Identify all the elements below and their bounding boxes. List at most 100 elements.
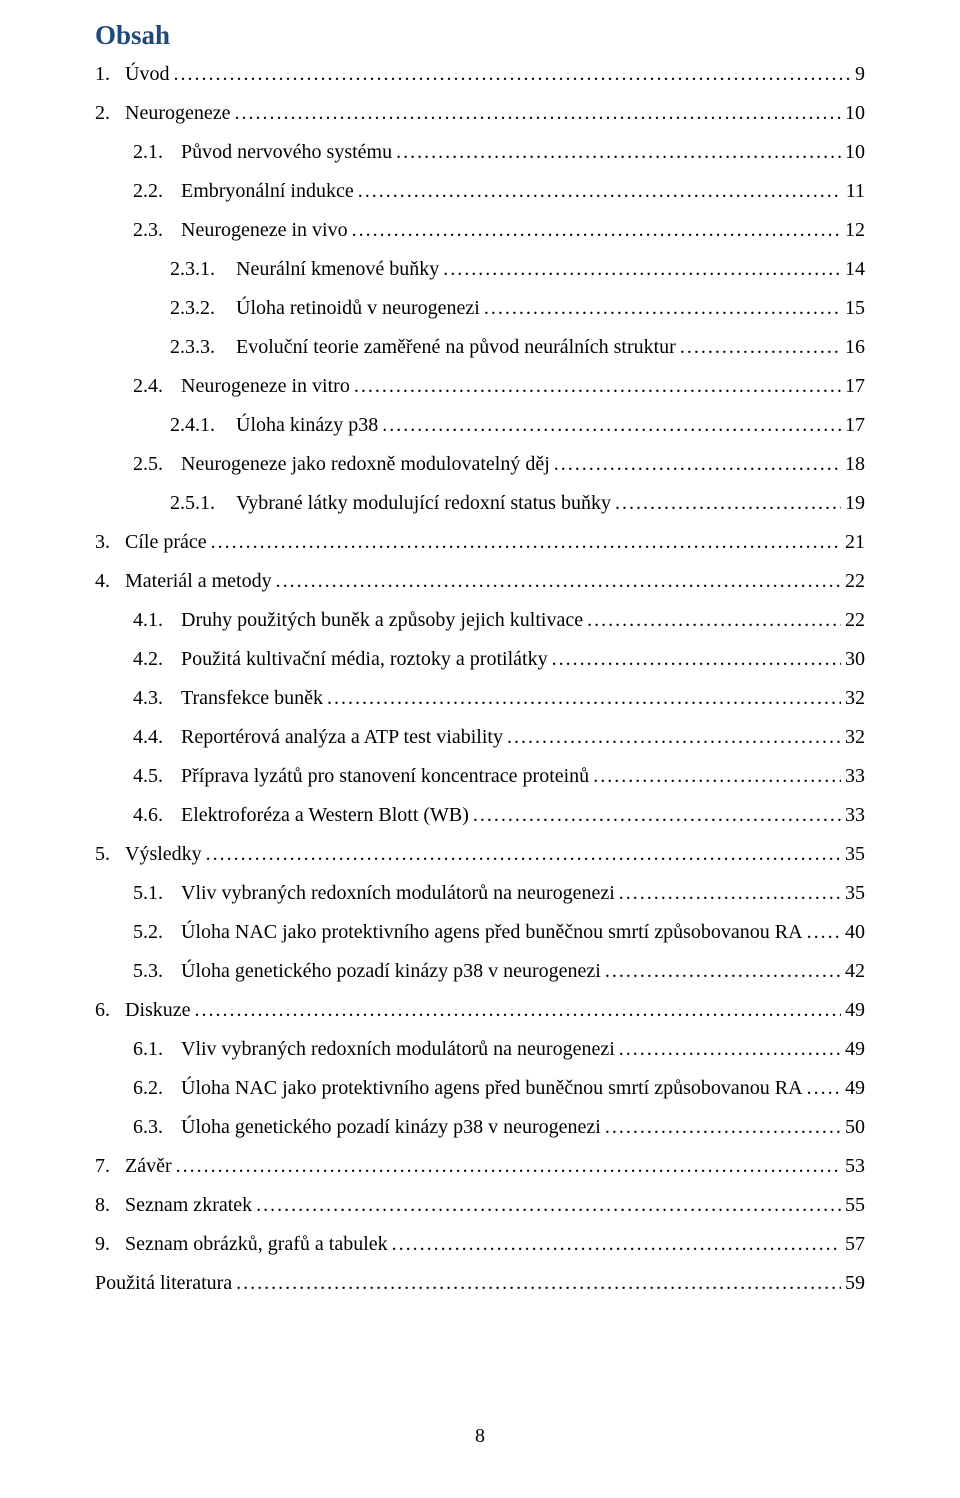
toc-entry-label: Příprava lyzátů pro stanovení koncentrac… [181, 757, 589, 796]
toc-entry-page: 50 [845, 1108, 865, 1147]
toc-entry-number: 3. [95, 523, 125, 562]
toc-leader [382, 406, 841, 445]
toc-entry-page: 16 [845, 328, 865, 367]
toc-entry-label: Úloha genetického pozadí kinázy p38 v ne… [181, 952, 601, 991]
toc-leader [276, 562, 841, 601]
toc-entry-label: Úloha NAC jako protektivního agens před … [181, 913, 803, 952]
toc-leader [605, 952, 841, 991]
toc-entry-number: 6.3. [133, 1108, 181, 1147]
toc-entry-number: 2.4. [133, 367, 181, 406]
toc-entry-number: 1. [95, 55, 125, 94]
toc-leader [206, 835, 841, 874]
toc-entry-label: Elektroforéza a Western Blott (WB) [181, 796, 469, 835]
toc-entry-label: Embryonální indukce [181, 172, 354, 211]
toc-entry-page: 32 [845, 679, 865, 718]
toc-entry-number: 4.3. [133, 679, 181, 718]
toc-entry-page: 59 [845, 1264, 865, 1303]
toc-entry: 4.2.Použitá kultivační média, roztoky a … [95, 640, 865, 679]
toc-entry: 2.5.Neurogeneze jako redoxně modulovatel… [95, 445, 865, 484]
toc-entry-page: 21 [845, 523, 865, 562]
toc-entry: 3.Cíle práce 21 [95, 523, 865, 562]
toc-entry-label: Neurogeneze jako redoxně modulovatelný d… [181, 445, 550, 484]
toc-entry: 1.Úvod9 [95, 55, 865, 94]
toc-leader [473, 796, 841, 835]
toc-entry-label: Neurogeneze in vitro [181, 367, 350, 406]
toc-entry-page: 14 [845, 250, 865, 289]
toc-entry-label: Cíle práce [125, 523, 207, 562]
toc-entry-label: Závěr [125, 1147, 172, 1186]
toc-entry: 9.Seznam obrázků, grafů a tabulek57 [95, 1225, 865, 1264]
toc-entry: 2.3.2.Úloha retinoidů v neurogenezi15 [95, 289, 865, 328]
toc-entry-page: 19 [845, 484, 865, 523]
toc-entry-page: 49 [845, 991, 865, 1030]
toc-list: 1.Úvod92.Neurogeneze102.1.Původ nervovéh… [95, 55, 865, 1303]
toc-entry-label: Vliv vybraných redoxních modulátorů na n… [181, 874, 615, 913]
toc-entry-page: 22 [845, 601, 865, 640]
toc-entry: 4.6.Elektroforéza a Western Blott (WB) 33 [95, 796, 865, 835]
toc-entry-page: 40 [845, 913, 865, 952]
toc-leader [484, 289, 841, 328]
toc-entry-page: 57 [845, 1225, 865, 1264]
toc-leader [354, 367, 841, 406]
toc-entry: 5.3.Úloha genetického pozadí kinázy p38 … [95, 952, 865, 991]
toc-entry: 5.1.Vliv vybraných redoxních modulátorů … [95, 874, 865, 913]
toc-entry: 8.Seznam zkratek55 [95, 1186, 865, 1225]
toc-entry-label: Materiál a metody [125, 562, 272, 601]
toc-leader [680, 328, 841, 367]
toc-leader [552, 640, 841, 679]
toc-leader [392, 1225, 841, 1264]
toc-entry-number: 2.5. [133, 445, 181, 484]
toc-entry-page: 30 [845, 640, 865, 679]
toc-entry-label: Neurogeneze in vivo [181, 211, 348, 250]
toc-entry-label: Diskuze [125, 991, 191, 1030]
toc-leader [807, 913, 841, 952]
toc-title: Obsah [95, 20, 865, 51]
toc-entry-number: 5.1. [133, 874, 181, 913]
toc-entry: 2.3.Neurogeneze in vivo12 [95, 211, 865, 250]
toc-entry-number: 4.6. [133, 796, 181, 835]
toc-entry-page: 33 [845, 757, 865, 796]
toc-entry-label: Seznam zkratek [125, 1186, 252, 1225]
toc-entry-label: Výsledky [125, 835, 202, 874]
toc-entry: 2.4.1.Úloha kinázy p3817 [95, 406, 865, 445]
toc-entry: 4.3.Transfekce buněk 32 [95, 679, 865, 718]
toc-leader [507, 718, 841, 757]
toc-leader [327, 679, 841, 718]
toc-entry-label: Druhy použitých buněk a způsoby jejich k… [181, 601, 583, 640]
toc-entry-page: 12 [845, 211, 865, 250]
toc-entry-number: 9. [95, 1225, 125, 1264]
toc-leader [807, 1069, 841, 1108]
toc-entry-number: 4.4. [133, 718, 181, 757]
toc-entry-page: 18 [845, 445, 865, 484]
toc-entry: 2.Neurogeneze10 [95, 94, 865, 133]
toc-entry-number: 4.1. [133, 601, 181, 640]
toc-entry: 6.3.Úloha genetického pozadí kinázy p38 … [95, 1108, 865, 1147]
page: Obsah 1.Úvod92.Neurogeneze102.1.Původ ne… [0, 0, 960, 1498]
toc-entry-number: 2.1. [133, 133, 181, 172]
toc-leader [173, 55, 851, 94]
toc-entry: 2.5.1.Vybrané látky modulující redoxní s… [95, 484, 865, 523]
toc-entry-label: Vybrané látky modulující redoxní status … [236, 484, 611, 523]
toc-leader [352, 211, 841, 250]
toc-leader [195, 991, 841, 1030]
toc-entry-number: 5. [95, 835, 125, 874]
toc-entry: 4.4.Reportérová analýza a ATP test viabi… [95, 718, 865, 757]
toc-entry-number: 2.4.1. [170, 406, 236, 445]
toc-entry-page: 33 [845, 796, 865, 835]
toc-entry: 2.3.1.Neurální kmenové buňky14 [95, 250, 865, 289]
toc-leader [396, 133, 841, 172]
toc-entry: 5.Výsledky35 [95, 835, 865, 874]
toc-entry-page: 17 [845, 406, 865, 445]
toc-entry-label: Úvod [125, 55, 169, 94]
toc-entry: 2.3.3.Evoluční teorie zaměřené na původ … [95, 328, 865, 367]
toc-entry-page: 49 [845, 1069, 865, 1108]
toc-entry-label: Úloha genetického pozadí kinázy p38 v ne… [181, 1108, 601, 1147]
toc-leader [587, 601, 841, 640]
toc-entry-page: 17 [845, 367, 865, 406]
toc-leader [554, 445, 841, 484]
toc-leader [176, 1147, 841, 1186]
toc-entry: 6.1.Vliv vybraných redoxních modulátorů … [95, 1030, 865, 1069]
toc-entry-label: Transfekce buněk [181, 679, 323, 718]
toc-entry-label: Neurogeneze [125, 94, 231, 133]
toc-entry-number: 6.1. [133, 1030, 181, 1069]
